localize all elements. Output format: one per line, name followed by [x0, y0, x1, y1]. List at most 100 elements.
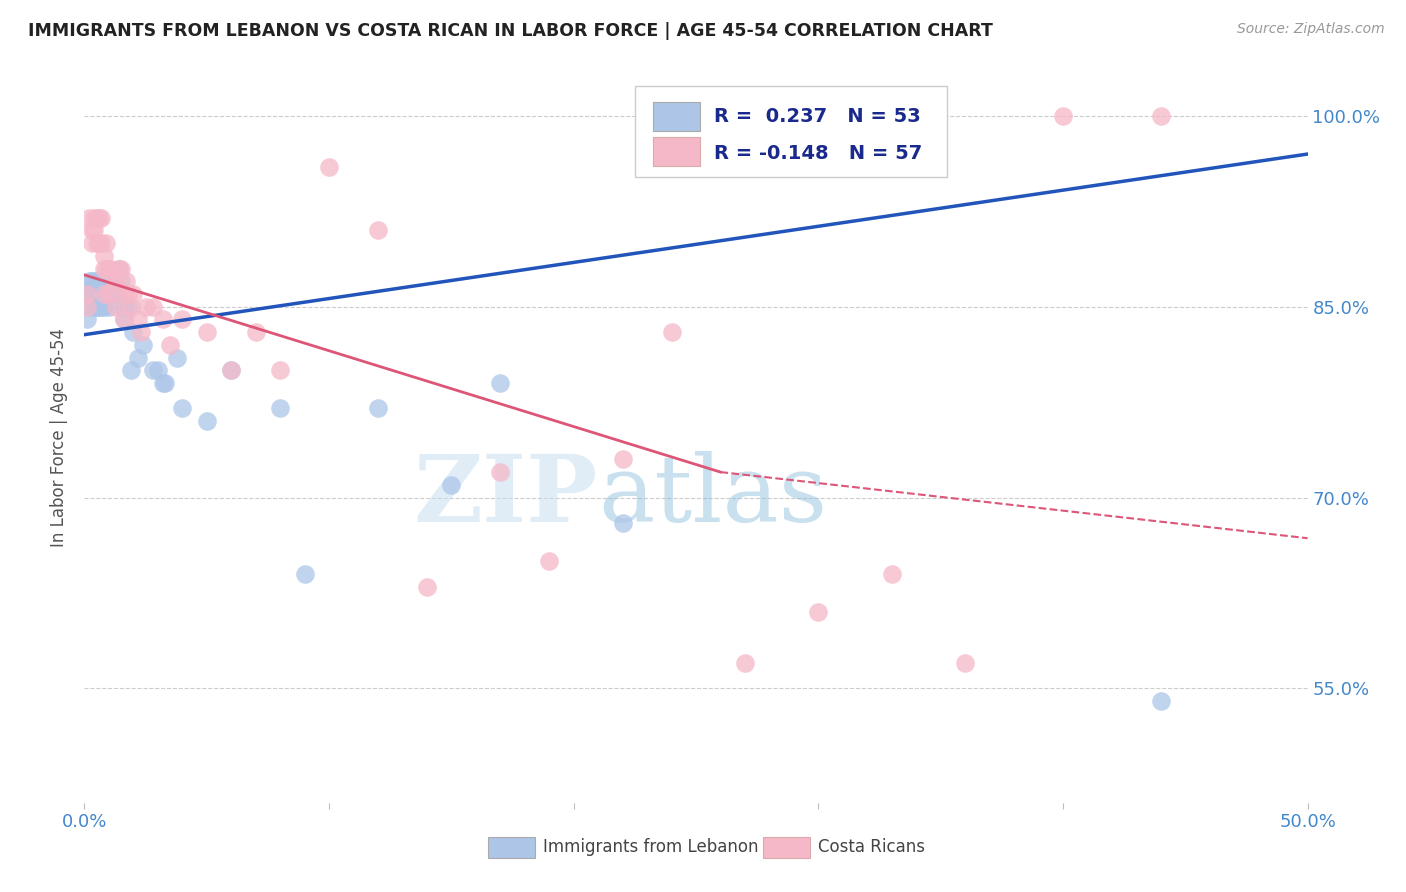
Point [661, 325, 683, 339]
Point [96, 274, 118, 288]
Point [127, 312, 149, 326]
Point [80, 287, 103, 301]
Point [807, 605, 830, 619]
Point [129, 325, 152, 339]
Point [538, 554, 561, 568]
Point [86, 274, 108, 288]
Text: IMMIGRANTS FROM LEBANON VS COSTA RICAN IN LABOR FORCE | AGE 45-54 CORRELATION CH: IMMIGRANTS FROM LEBANON VS COSTA RICAN I… [28, 22, 993, 40]
Point [90, 300, 112, 314]
Text: atlas: atlas [598, 450, 827, 541]
Point [367, 401, 389, 416]
Point [117, 287, 139, 301]
Point [489, 376, 512, 390]
Point [93, 249, 115, 263]
FancyBboxPatch shape [654, 137, 700, 167]
Point [90, 287, 112, 301]
Point [97, 274, 120, 288]
Point [110, 261, 132, 276]
Point [96, 236, 118, 251]
Point [142, 363, 165, 377]
Point [86, 211, 108, 225]
Point [612, 452, 634, 467]
FancyBboxPatch shape [763, 838, 810, 858]
Point [96, 287, 118, 301]
Point [105, 287, 128, 301]
Point [97, 287, 120, 301]
Point [105, 274, 128, 288]
Point [219, 363, 242, 377]
Point [117, 300, 139, 314]
Point [1198, 834, 1220, 848]
Point [100, 261, 122, 276]
Point [1150, 109, 1173, 123]
Point [103, 274, 125, 288]
Point [87, 274, 110, 288]
Point [76, 287, 98, 301]
Point [87, 300, 110, 314]
Point [880, 566, 903, 581]
Point [76, 300, 98, 314]
Point [195, 325, 218, 339]
Point [86, 236, 108, 251]
Point [152, 376, 174, 390]
Point [100, 274, 122, 288]
Point [112, 300, 135, 314]
Point [107, 261, 129, 276]
Point [1052, 109, 1074, 123]
Point [97, 300, 120, 314]
Point [83, 274, 105, 288]
Point [367, 223, 389, 237]
Point [100, 287, 122, 301]
Point [166, 351, 188, 365]
Point [856, 109, 879, 123]
Point [153, 376, 176, 390]
Y-axis label: In Labor Force | Age 45-54: In Labor Force | Age 45-54 [51, 327, 69, 547]
Point [90, 211, 112, 225]
Text: ZIP: ZIP [413, 450, 598, 541]
Text: Costa Ricans: Costa Ricans [818, 838, 925, 856]
Point [86, 300, 108, 314]
Point [87, 236, 110, 251]
Point [80, 223, 103, 237]
Point [87, 211, 110, 225]
Point [122, 325, 145, 339]
Text: Immigrants from Lebanon: Immigrants from Lebanon [543, 838, 759, 856]
Point [245, 325, 267, 339]
Point [416, 580, 439, 594]
Point [269, 363, 291, 377]
Point [195, 414, 218, 428]
Point [105, 300, 128, 314]
Point [107, 261, 129, 276]
Point [76, 287, 98, 301]
Text: Source: ZipAtlas.com: Source: ZipAtlas.com [1237, 22, 1385, 37]
Point [83, 211, 105, 225]
Point [80, 236, 103, 251]
Point [86, 287, 108, 301]
Point [142, 300, 165, 314]
Point [159, 338, 181, 352]
Point [93, 274, 115, 288]
Point [294, 566, 316, 581]
Point [489, 465, 512, 479]
Text: R =  0.237   N = 53: R = 0.237 N = 53 [714, 107, 921, 126]
Point [318, 160, 340, 174]
Point [122, 287, 145, 301]
Point [953, 656, 976, 670]
FancyBboxPatch shape [488, 838, 534, 858]
Point [612, 516, 634, 530]
Text: R = -0.148   N = 57: R = -0.148 N = 57 [714, 144, 922, 162]
Point [93, 287, 115, 301]
Point [152, 312, 174, 326]
Point [80, 274, 103, 288]
Point [83, 223, 105, 237]
Point [77, 300, 100, 314]
Point [115, 274, 138, 288]
Point [83, 300, 105, 314]
Point [103, 287, 125, 301]
Point [734, 656, 756, 670]
Point [110, 274, 132, 288]
FancyBboxPatch shape [636, 86, 946, 178]
Point [76, 312, 98, 326]
Point [440, 477, 463, 491]
Point [97, 261, 120, 276]
